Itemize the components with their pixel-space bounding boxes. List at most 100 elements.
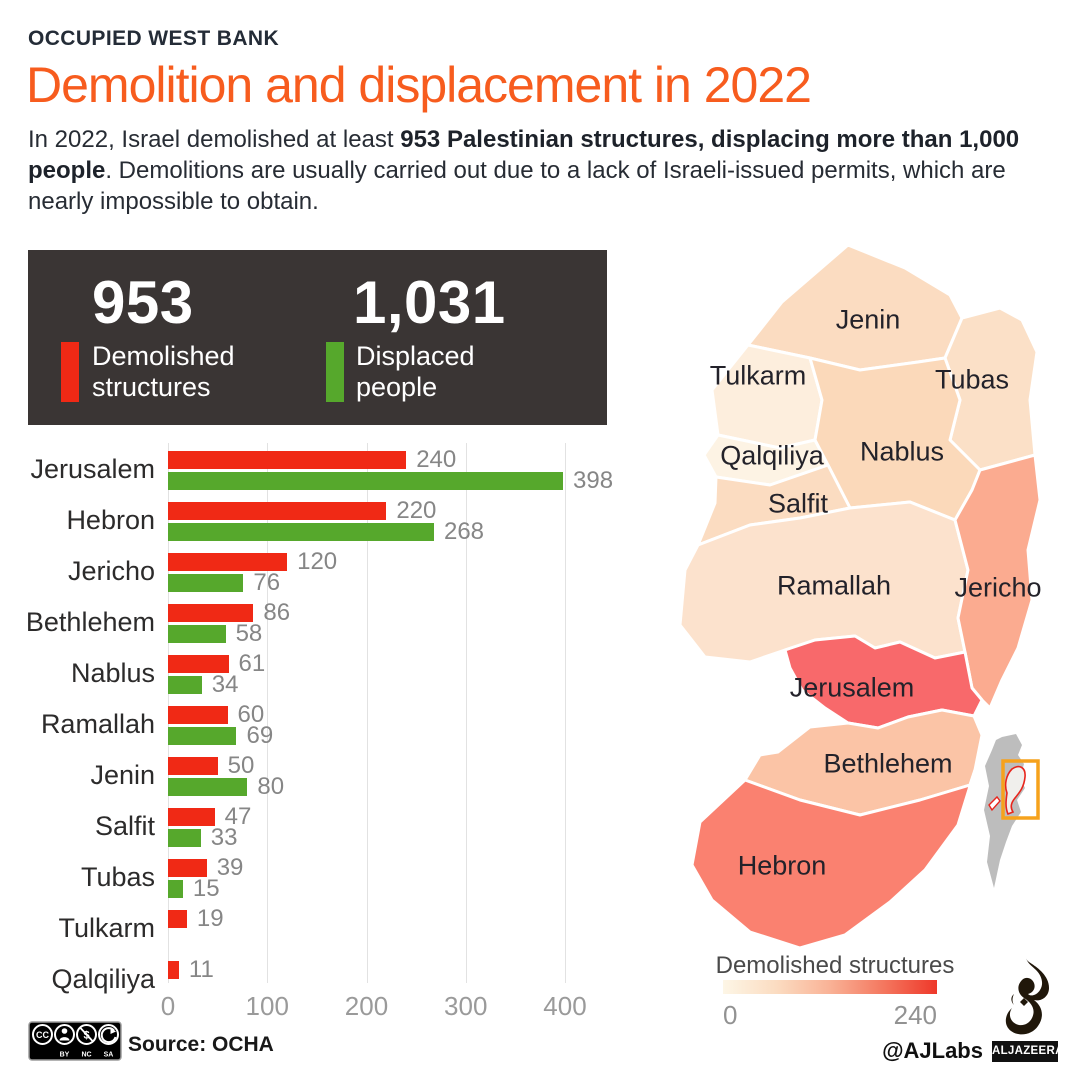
- bar-chart: 0 100 200 300 400 Jerusalem 240 398 Hebron 220 268…: [0, 443, 1080, 1043]
- category-label: Jerusalem: [30, 453, 155, 484]
- map-label-salfit: Salfit: [767, 488, 829, 519]
- west-bank-map-svg: [678, 243, 1042, 950]
- gaza-outline: [988, 795, 1001, 812]
- bar-displaced-salfit: [168, 829, 201, 847]
- svg-text:CC: CC: [36, 1030, 49, 1040]
- west-bank-outline: [1004, 765, 1026, 816]
- bar-value-label: 58: [235, 620, 263, 647]
- ajlabs-credit: @AJLabs: [882, 1038, 983, 1063]
- map-legend-gradient: [723, 980, 937, 994]
- israel-inset-map: [984, 734, 1040, 888]
- bar-demolished-tubas: [168, 859, 207, 877]
- map-label-jericho: Jericho: [954, 572, 1042, 603]
- svg-text:BY: BY: [60, 1052, 70, 1059]
- bar-displaced-jerusalem: [168, 472, 563, 490]
- cc-nc-icon: [76, 1024, 97, 1045]
- cc-sa-icon: [98, 1024, 119, 1045]
- region-hebron: [690, 768, 977, 950]
- map-legend-min: 0: [723, 1000, 738, 1030]
- category-label: Bethlehem: [25, 606, 155, 637]
- map-label-qalqiliya: Qalqiliya: [720, 440, 824, 471]
- page-title: Demolition and displacement in 2022: [26, 57, 812, 113]
- intro-post: . Demolitions are usually carried out du…: [28, 157, 1006, 215]
- displaced-color-swatch: [326, 342, 344, 402]
- bar-value-label: 240: [416, 446, 457, 473]
- map-label-tulkarm: Tulkarm: [709, 360, 807, 391]
- bar-demolished-bethlehem: [168, 604, 254, 622]
- category-label: Salfit: [94, 810, 155, 841]
- map-label-hebron: Hebron: [737, 850, 827, 881]
- bar-value-label: 34: [211, 671, 239, 698]
- x-axis-tick-label: 400: [543, 991, 587, 1021]
- intro-paragraph: In 2022, Israel demolished at least 953 …: [28, 124, 1054, 217]
- bar-value-label: 398: [573, 467, 614, 494]
- category-label: Jenin: [90, 759, 155, 790]
- stat-demolished-value: 953: [92, 269, 194, 336]
- svg-text:SA: SA: [104, 1052, 114, 1059]
- bar-displaced-nablus: [168, 676, 202, 694]
- map-label-jerusalem: Jerusalem: [789, 672, 915, 703]
- bar-value-label: 220: [396, 497, 437, 524]
- cc-license-badge: CC $ BY NC SA: [28, 1021, 122, 1061]
- bar-displaced-ramallah: [168, 727, 237, 745]
- gridline: [465, 443, 467, 983]
- west-bank-map: Jenin Tulkarm Tubas Qalqiliya Nablus Salfit Ra…: [650, 240, 1050, 1040]
- inset-highlight-box: [1001, 759, 1040, 820]
- gridline: [565, 443, 566, 983]
- category-label: Hebron: [66, 504, 155, 535]
- bar-demolished-salfit: [168, 808, 215, 826]
- bar-demolished-jenin: [168, 757, 218, 775]
- bar-demolished-hebron: [168, 502, 387, 520]
- bar-demolished-ramallah: [168, 706, 228, 724]
- bar-value-label: 86: [263, 599, 291, 626]
- map-legend-max: 240: [893, 1000, 937, 1030]
- bar-demolished-tulkarm: [168, 910, 187, 928]
- bar-value-label: 80: [257, 773, 285, 800]
- bar-value-label: 11: [188, 956, 214, 983]
- x-axis-tick-label: 0: [160, 991, 176, 1021]
- bar-value-label: 39: [216, 854, 244, 881]
- demolished-color-swatch: [61, 342, 79, 402]
- bar-displaced-hebron: [168, 523, 434, 541]
- stat-displaced-value: 1,031: [353, 269, 506, 336]
- category-label: Jericho: [67, 555, 155, 586]
- map-label-nablus: Nablus: [859, 436, 945, 467]
- x-axis-tick-label: 300: [444, 991, 488, 1021]
- bar-displaced-bethlehem: [168, 625, 226, 643]
- bar-value-label: 69: [246, 722, 274, 749]
- aljazeera-logo-icon: [1005, 958, 1049, 1035]
- stat-displaced-label: Displaced people: [356, 341, 475, 402]
- map-label-bethlehem: Bethlehem: [823, 748, 953, 779]
- category-label: Tubas: [80, 861, 155, 892]
- cc-icon: [32, 1024, 53, 1045]
- kicker: OCCUPIED WEST BANK: [28, 27, 280, 50]
- svg-text:NC: NC: [81, 1052, 91, 1059]
- bar-value-label: 60: [237, 701, 265, 728]
- x-axis-tick-label: 100: [245, 991, 289, 1021]
- intro-bold: 953 Palestinian structures, displacing m…: [28, 126, 1020, 184]
- stats-panel: 953 Demolished structures 1,031 Displace…: [28, 250, 607, 425]
- bar-value-label: 19: [196, 905, 224, 932]
- bar-displaced-jenin: [168, 778, 248, 796]
- bar-demolished-qalqiliya: [168, 961, 179, 979]
- gridline: [366, 443, 368, 983]
- map-label-ramallah: Ramallah: [776, 570, 892, 601]
- intro-pre: In 2022, Israel demolished at least: [28, 126, 401, 153]
- bar-demolished-jerusalem: [168, 451, 407, 469]
- stat-demolished-label: Demolished structures: [92, 341, 235, 402]
- bar-value-label: 33: [210, 824, 238, 851]
- map-label-tubas: Tubas: [934, 364, 1010, 395]
- bar-value-label: 120: [297, 548, 338, 575]
- bar-displaced-tubas: [168, 880, 183, 898]
- map-label-jenin: Jenin: [835, 304, 901, 335]
- region-jerusalem: [783, 634, 984, 730]
- map-legend-title: Demolished structures: [715, 952, 955, 979]
- aljazeera-wordmark: ALJAZEERA: [992, 1041, 1063, 1062]
- bar-value-label: 76: [253, 569, 281, 596]
- category-label: Ramallah: [40, 708, 155, 739]
- region-jericho: [953, 453, 1042, 710]
- source-credit: Source: OCHA: [128, 1033, 274, 1056]
- bar-value-label: 47: [224, 803, 252, 830]
- category-label: Tulkarm: [58, 912, 155, 943]
- x-axis-tick-label: 200: [344, 991, 389, 1021]
